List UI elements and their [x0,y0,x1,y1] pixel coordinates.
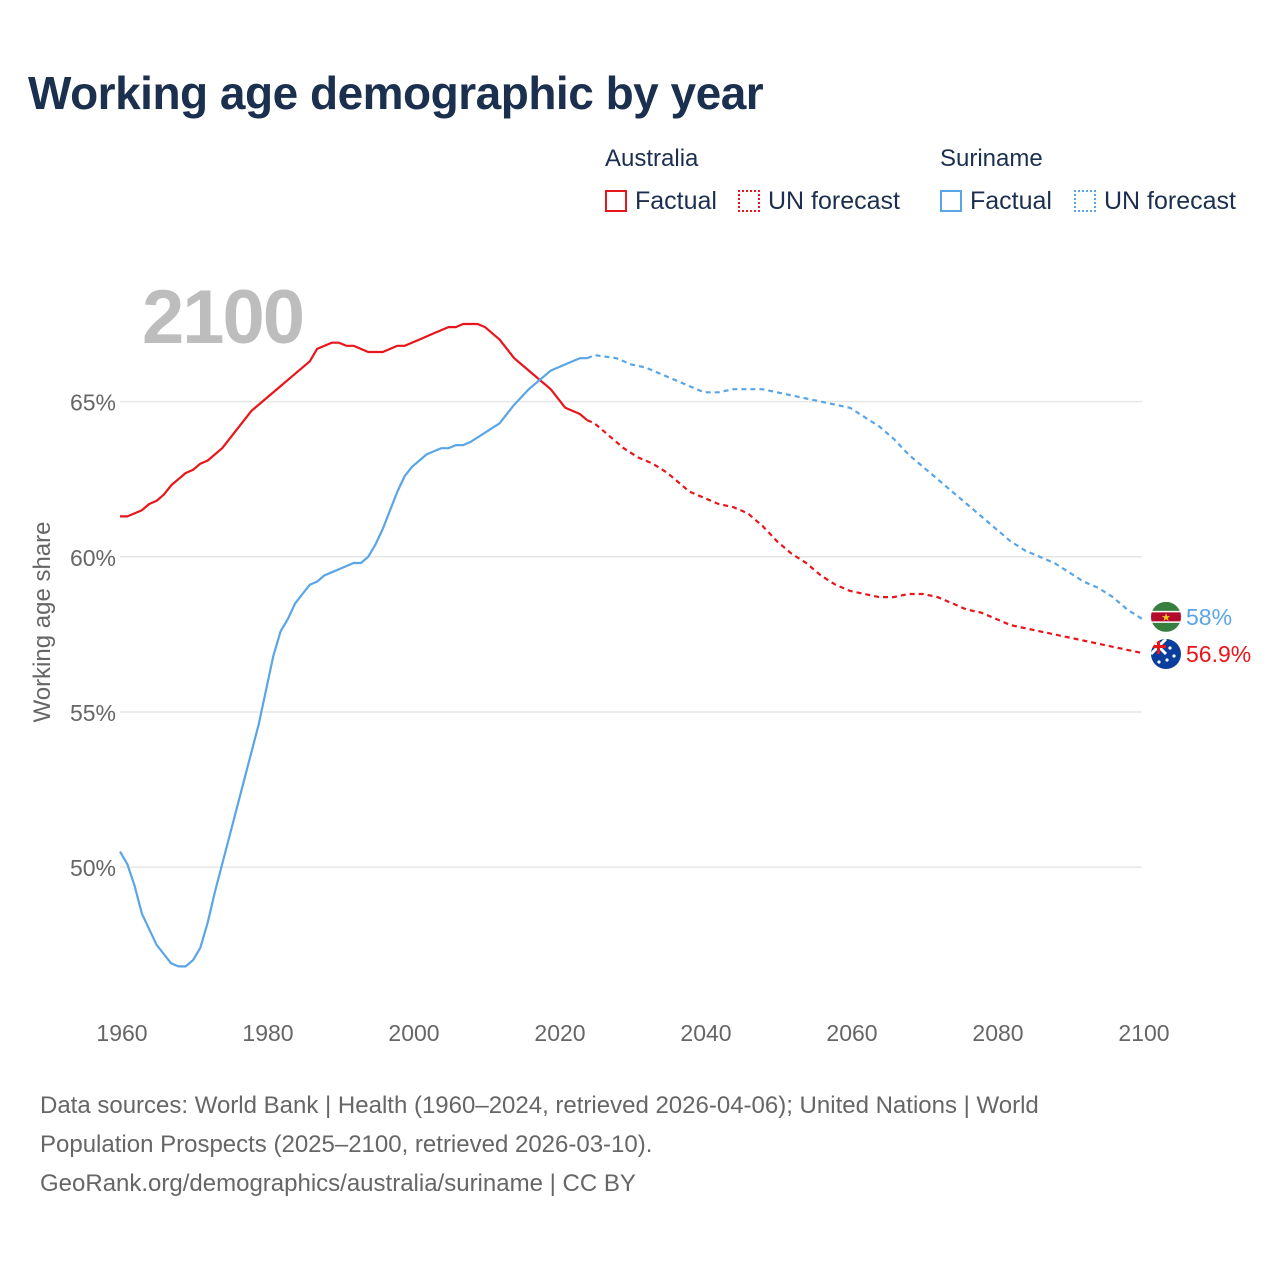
year-watermark: 2100 [142,275,303,360]
footer-line: Data sources: World Bank | Health (1960–… [40,1092,1039,1119]
grid-lines [120,400,1142,868]
x-axis-ticks: 1960 1980 2000 2020 2040 2060 2080 2100 [96,1020,1169,1046]
australia-flag-icon [1151,639,1181,669]
legend-suriname-factual[interactable]: Factual [940,186,1052,216]
y-axis-label: Working age share [29,522,56,723]
legend-group-suriname: Suriname [940,145,1043,172]
y-tick-label: 65% [70,390,116,416]
series-line-suriname-forecast[interactable] [586,353,1143,620]
line-chart: 2100 50% 55% 60% 65% 1960 1980 2000 2020 2040 20… [29,275,1251,1046]
x-tick-label: 2040 [680,1020,731,1046]
series-line-australia-factual[interactable] [120,322,588,518]
x-tick-label: 1980 [242,1020,293,1046]
legend-label: UN forecast [1104,186,1236,215]
legend-swatch-solid-icon [605,190,627,212]
x-tick-label: 2060 [826,1020,877,1046]
legend-label: Factual [970,186,1052,215]
end-value-label-suriname: 58% [1186,604,1232,630]
x-tick-label: 2020 [534,1020,585,1046]
x-tick-label: 2100 [1118,1020,1169,1046]
end-value-label-australia: 56.9% [1186,641,1251,667]
svg-text:★: ★ [1161,611,1171,624]
end-markers: 56.9% ★ 58% [1151,601,1251,669]
chart-title: Working age demographic by year [28,67,764,119]
source-footer: Data sources: World Bank | Health (1960–… [40,1086,1220,1203]
legend-group-australia: Australia [605,145,699,172]
legend-australia-factual[interactable]: Factual [605,186,717,216]
y-tick-label: 60% [70,545,116,571]
x-tick-label: 2080 [972,1020,1023,1046]
legend-australia-forecast[interactable]: UN forecast [738,186,900,216]
legend-swatch-dotted-icon [738,190,760,212]
series-lines [119,322,1143,968]
y-tick-label: 50% [70,855,116,881]
x-tick-label: 1960 [96,1020,147,1046]
series-line-australia-forecast[interactable] [586,419,1143,655]
y-tick-label: 55% [70,700,116,726]
legend-swatch-dotted-icon [1074,190,1096,212]
legend-label: Factual [635,186,717,215]
footer-line: Population Prospects (2025–2100, retriev… [40,1131,653,1158]
legend-label: UN forecast [768,186,900,215]
suriname-flag-icon: ★ [1151,601,1181,632]
legend-swatch-solid-icon [940,190,962,212]
legend-suriname-forecast[interactable]: UN forecast [1074,186,1236,216]
footer-line: GeoRank.org/demographics/australia/surin… [40,1170,636,1197]
x-tick-label: 2000 [388,1020,439,1046]
series-line-suriname-factual[interactable] [119,357,588,968]
y-axis-ticks: 50% 55% 60% 65% [70,390,116,882]
